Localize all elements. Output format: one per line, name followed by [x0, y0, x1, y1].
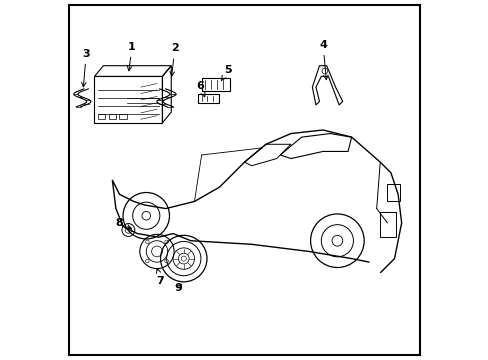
Bar [108, 114, 116, 119]
Bar [98, 114, 105, 119]
Text: 6: 6 [196, 81, 204, 97]
Bar [119, 114, 126, 119]
Text: 5: 5 [221, 65, 232, 80]
Bar [380, 212, 395, 237]
Bar [386, 184, 399, 202]
Text: 1: 1 [127, 42, 136, 71]
Text: 3: 3 [81, 49, 90, 87]
Text: 8: 8 [115, 219, 131, 229]
Text: 2: 2 [170, 44, 178, 76]
Bar [201, 78, 230, 91]
Text: 4: 4 [319, 40, 327, 80]
Text: 7: 7 [156, 269, 164, 285]
Bar [198, 94, 219, 103]
Text: 9: 9 [174, 283, 182, 293]
